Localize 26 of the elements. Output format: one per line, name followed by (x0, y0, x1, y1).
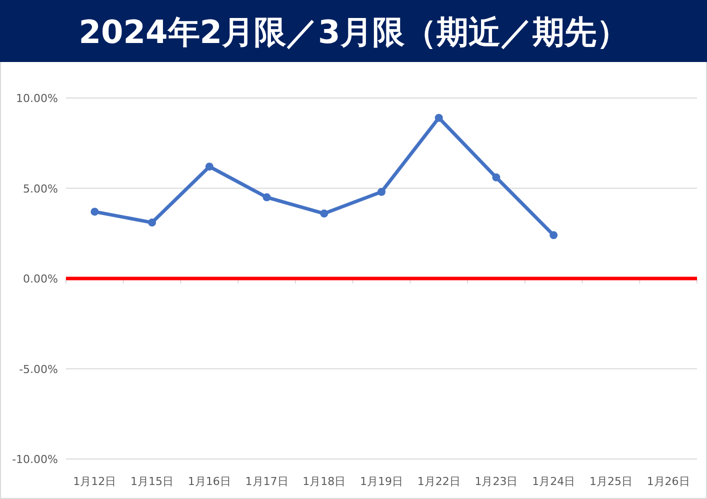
x-tick-label: 1月26日 (646, 475, 690, 488)
x-tick-label: 1月16日 (188, 475, 231, 488)
y-tick-label: 10.00% (16, 92, 58, 105)
x-tick-label: 1月18日 (302, 475, 346, 488)
y-tick-label: 5.00% (23, 182, 58, 196)
point (262, 193, 271, 202)
point (148, 218, 156, 227)
x-tick-label: 1月22日 (417, 475, 460, 488)
x-tick-label: 1月17日 (245, 475, 288, 488)
x-tick-label: 1月19日 (360, 475, 403, 488)
point (492, 173, 500, 182)
point (90, 208, 99, 216)
point (434, 114, 443, 122)
x-tick-label: 1月25日 (589, 475, 632, 488)
x-tick-label: 1月23日 (474, 475, 518, 488)
y-tick-label: -10.00% (12, 453, 58, 466)
x-tick-label: 1月24日 (532, 475, 576, 488)
point (550, 231, 558, 240)
y-tick-label: -5.00% (19, 362, 58, 376)
chart-title: 2024年2月限／3月限（期近／期先） (78, 13, 628, 51)
point (205, 162, 214, 171)
x-tick-label: 1月12日 (73, 475, 116, 488)
point (378, 188, 386, 196)
y-tick-label: 0.00% (23, 272, 58, 286)
x-tick-label: 1月15日 (130, 475, 174, 488)
point (320, 210, 328, 218)
